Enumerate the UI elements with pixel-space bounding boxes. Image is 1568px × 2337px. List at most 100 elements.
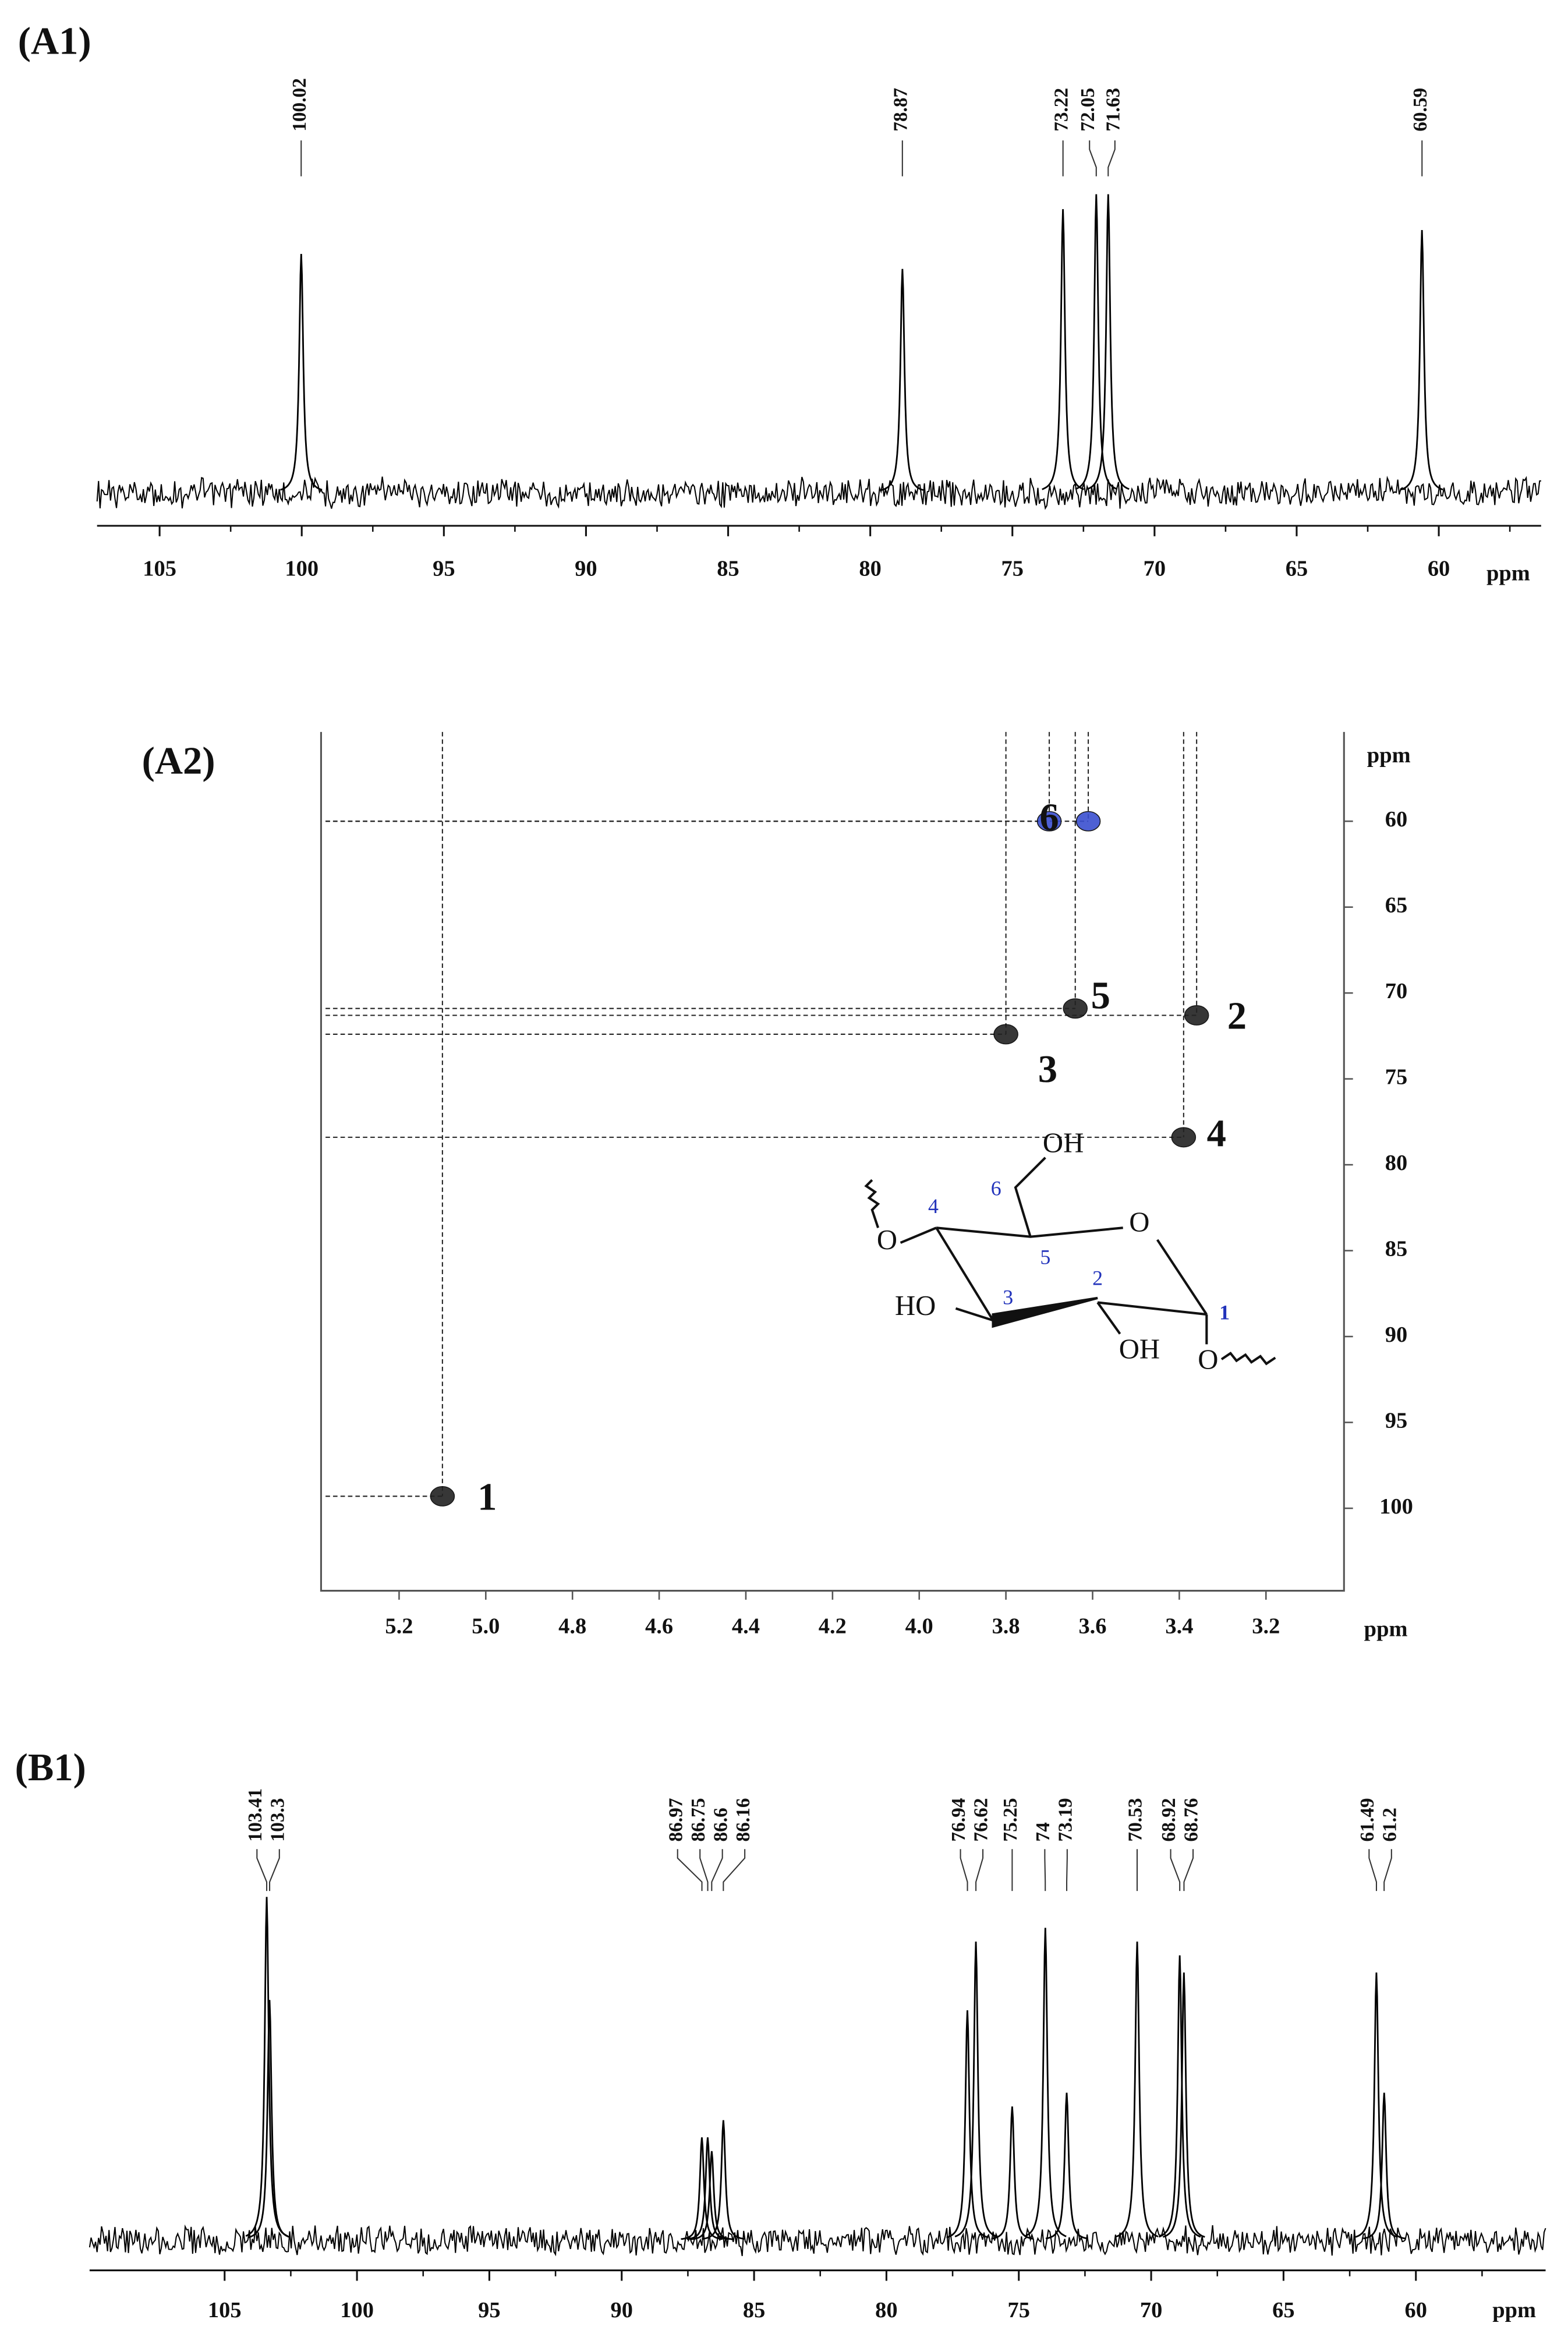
x-tick-label: 90 [575,557,597,581]
peak [1355,1972,1398,2238]
bond [1014,1157,1046,1238]
x-axis-label: ppm [1492,2298,1536,2322]
x-tick-label: 95 [478,2298,500,2322]
peak-label: 68.76 [1181,1798,1202,1841]
x-tick-label: 65 [1272,2298,1294,2322]
peak [1045,2092,1088,2240]
peak-label: 78.87 [890,88,911,132]
peak [280,254,323,491]
peak [1075,194,1118,490]
bond [935,1227,994,1321]
leader-line [1170,1849,1181,1891]
y-tick-label: 90 [1385,1323,1407,1347]
plot-frame [320,731,1345,1592]
leader-line [711,1849,723,1891]
y-tick-label: 60 [1385,807,1407,832]
peak-label: 71.63 [1102,88,1124,132]
peak-label: 76.62 [971,1798,992,1841]
peak-label: 70.53 [1125,1798,1146,1841]
x-tick-label: 4.8 [558,1614,586,1639]
peak-label: 86.97 [665,1798,686,1841]
peak [1116,1941,1159,2237]
peak-label: 73.22 [1050,88,1072,132]
peak-label: 60.59 [1410,88,1431,132]
peak [1024,1928,1067,2237]
x-tick-label: 60 [1428,557,1450,581]
peak [1158,1955,1201,2238]
panel-title: (A1) [18,20,91,62]
wedge-bond [992,1296,1098,1328]
x-tick-label: 65 [1286,557,1308,581]
carbon-number: 6 [991,1176,1001,1200]
carbon-number: 5 [1040,1245,1050,1268]
atom-label: O [1198,1343,1218,1375]
x-tick-label: 60 [1405,2298,1427,2322]
peak-label: 61.49 [1357,1798,1378,1841]
peak [1363,2092,1406,2240]
x-tick-label: 75 [1001,557,1024,581]
peak [954,1941,997,2237]
peak [248,2000,291,2239]
peak [1162,1972,1205,2238]
x-tick-label: 90 [611,2298,633,2322]
cross-peak [1184,1005,1209,1026]
x-tick-label: 3.8 [992,1614,1020,1639]
leader-line [1089,140,1097,176]
x-tick-label: 70 [1140,2298,1162,2322]
x-tick-label: 5.2 [385,1614,413,1639]
peak-label: 72.05 [1077,88,1099,132]
squiggle [864,1179,880,1228]
peak [946,2010,989,2239]
x-tick-label: 4.2 [819,1614,847,1639]
structure-labels: OH O HO OH O O 4 6 5 3 2 1 [877,1127,1230,1375]
y-tick-label: 65 [1385,893,1407,917]
leader-line [723,1849,746,1891]
x-tick-label: 80 [875,2298,897,2322]
x-tick-label: 3.2 [1252,1614,1280,1639]
leader-line [677,1849,703,1891]
x-tick-label: 70 [1144,557,1166,581]
x-tick-label: 100 [285,557,318,581]
peak-label: 76.94 [948,1798,969,1841]
peak [991,2106,1033,2240]
leader-line [1183,1849,1194,1891]
peak-label: 2 [1227,995,1247,1037]
atom-label: HO [895,1290,936,1321]
y-tick-label: 70 [1385,979,1407,1003]
x-axis-label: ppm [1486,561,1530,585]
peak-label: 86.16 [732,1798,754,1841]
peak-label: 103.41 [245,1788,266,1842]
x-tick-label: 85 [743,2298,765,2322]
peak-label: 73.19 [1055,1798,1077,1841]
x-tick-label: 100 [340,2298,374,2322]
cross-peak [1171,1127,1197,1148]
peak [702,2120,745,2240]
peak [1086,194,1130,490]
panel-title: (A2) [142,740,215,783]
atom-label: OH [1119,1333,1160,1364]
peak-label: 5 [1091,975,1110,1017]
structure [864,1157,1276,1366]
peak [245,1897,288,2237]
panel-title: (B1) [15,1746,86,1789]
cross-peak [430,1486,455,1507]
y-axis-label: ppm [1367,743,1411,768]
x-tick-label: 4.6 [645,1614,673,1639]
squiggle [1220,1352,1276,1366]
bond [1097,1301,1207,1316]
peak-label: 75.25 [1000,1798,1021,1841]
peak-label: 86.75 [688,1798,709,1841]
peak-label: 3 [1038,1048,1057,1091]
peak [686,2137,729,2240]
peak [881,268,924,491]
baseline-noise [89,2224,1546,2257]
x-tick-label: 105 [208,2298,242,2322]
cross-peak [1036,811,1062,832]
carbon-number: 2 [1092,1266,1103,1289]
leader-line [699,1849,709,1891]
x-tick-label: 5.0 [472,1614,500,1639]
bond [955,1307,994,1322]
cross-peak [993,1024,1018,1045]
leader-line [269,1849,280,1891]
